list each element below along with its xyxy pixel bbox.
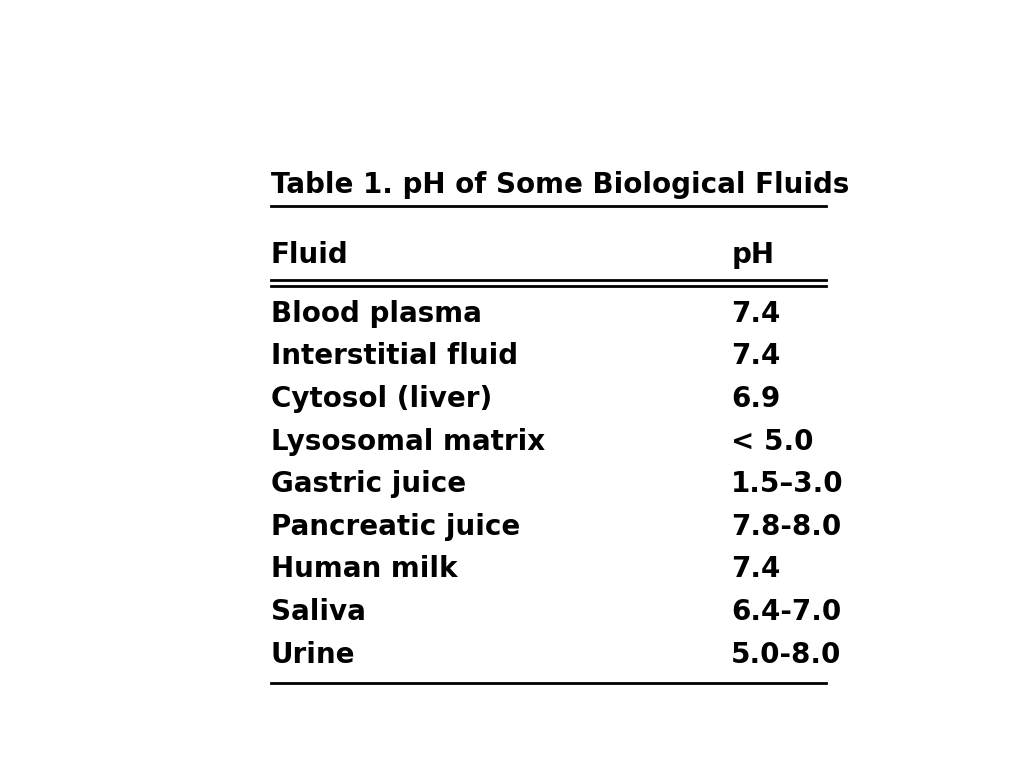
Text: Gastric juice: Gastric juice: [270, 470, 466, 498]
Text: Table 1. pH of Some Biological Fluids: Table 1. pH of Some Biological Fluids: [270, 170, 849, 199]
Text: 7.4: 7.4: [731, 300, 780, 328]
Text: Blood plasma: Blood plasma: [270, 300, 481, 328]
Text: 7.4: 7.4: [731, 555, 780, 584]
Text: Pancreatic juice: Pancreatic juice: [270, 513, 520, 541]
Text: Lysosomal matrix: Lysosomal matrix: [270, 428, 545, 455]
Text: Saliva: Saliva: [270, 598, 366, 626]
Text: < 5.0: < 5.0: [731, 428, 814, 455]
Text: Interstitial fluid: Interstitial fluid: [270, 343, 518, 370]
Text: Urine: Urine: [270, 641, 355, 668]
Text: pH: pH: [731, 241, 774, 269]
Text: 6.4-7.0: 6.4-7.0: [731, 598, 842, 626]
Text: 7.8-8.0: 7.8-8.0: [731, 513, 842, 541]
Text: Fluid: Fluid: [270, 241, 348, 269]
Text: 7.4: 7.4: [731, 343, 780, 370]
Text: Human milk: Human milk: [270, 555, 458, 584]
Text: 6.9: 6.9: [731, 385, 780, 413]
Text: 1.5–3.0: 1.5–3.0: [731, 470, 844, 498]
Text: Cytosol (liver): Cytosol (liver): [270, 385, 493, 413]
Text: 5.0-8.0: 5.0-8.0: [731, 641, 842, 668]
